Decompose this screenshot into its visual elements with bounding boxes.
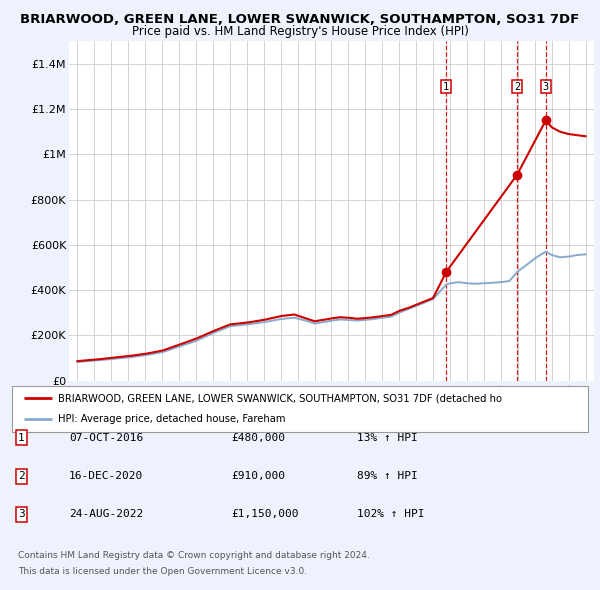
Text: 1: 1: [18, 433, 25, 442]
Text: £480,000: £480,000: [231, 433, 285, 442]
Text: 16-DEC-2020: 16-DEC-2020: [69, 471, 143, 481]
Text: £910,000: £910,000: [231, 471, 285, 481]
Text: 89% ↑ HPI: 89% ↑ HPI: [357, 471, 418, 481]
Text: This data is licensed under the Open Government Licence v3.0.: This data is licensed under the Open Gov…: [18, 566, 307, 576]
Text: 24-AUG-2022: 24-AUG-2022: [69, 510, 143, 519]
Text: HPI: Average price, detached house, Fareham: HPI: Average price, detached house, Fare…: [58, 414, 286, 424]
Text: 3: 3: [18, 510, 25, 519]
Text: Contains HM Land Registry data © Crown copyright and database right 2024.: Contains HM Land Registry data © Crown c…: [18, 551, 370, 560]
Text: £1,150,000: £1,150,000: [231, 510, 299, 519]
Text: BRIARWOOD, GREEN LANE, LOWER SWANWICK, SOUTHAMPTON, SO31 7DF (detached ho: BRIARWOOD, GREEN LANE, LOWER SWANWICK, S…: [58, 394, 502, 404]
Text: 13% ↑ HPI: 13% ↑ HPI: [357, 433, 418, 442]
Text: Price paid vs. HM Land Registry's House Price Index (HPI): Price paid vs. HM Land Registry's House …: [131, 25, 469, 38]
Text: 2: 2: [514, 81, 520, 91]
Text: 07-OCT-2016: 07-OCT-2016: [69, 433, 143, 442]
Text: 2: 2: [18, 471, 25, 481]
Text: BRIARWOOD, GREEN LANE, LOWER SWANWICK, SOUTHAMPTON, SO31 7DF: BRIARWOOD, GREEN LANE, LOWER SWANWICK, S…: [20, 13, 580, 26]
FancyBboxPatch shape: [12, 386, 588, 432]
Text: 1: 1: [443, 81, 449, 91]
Text: 3: 3: [542, 81, 549, 91]
Text: 102% ↑ HPI: 102% ↑ HPI: [357, 510, 425, 519]
